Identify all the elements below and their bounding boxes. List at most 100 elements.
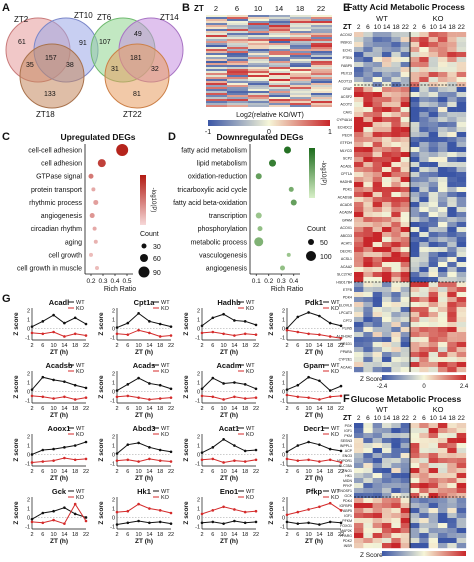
heatmap-cell: [391, 282, 401, 288]
axis-tick-label: 10: [51, 469, 57, 475]
heatmap-timepoint: 2: [413, 415, 417, 422]
data-point: [318, 523, 321, 526]
axis-tick-label: 2: [285, 469, 288, 475]
heatmap-cell: [391, 97, 401, 103]
heatmap-cell: [409, 262, 420, 268]
panel-b-heatmap-cell: [311, 33, 332, 35]
panel-b-heatmap-cell: [290, 19, 311, 21]
legend-label-wt: WT: [331, 300, 340, 306]
data-point: [30, 394, 34, 398]
panel-b-heatmap-cell: [311, 35, 332, 37]
heatmap-cell: [428, 42, 439, 48]
data-point: [211, 520, 215, 524]
axis-tick-label: 22: [338, 469, 344, 475]
panel-b-heatmap-cell: [227, 43, 248, 45]
heatmap-cell: [428, 122, 439, 128]
heatmap-cell: [447, 423, 457, 429]
go-term-dot: [91, 187, 96, 192]
heatmap-cell: [400, 513, 411, 519]
axis-tick-label: 10: [221, 343, 227, 349]
heatmap-cell: [419, 433, 429, 439]
heatmap-cell: [428, 227, 439, 233]
go-term-label: angiogenesis: [206, 266, 248, 273]
gene-chart-title: Hadhb: [217, 298, 241, 307]
heatmap-cell: [456, 97, 467, 103]
heatmap-cell: [456, 67, 467, 73]
heatmap-cell: [428, 212, 439, 218]
heatmap-cell: [447, 508, 457, 514]
legend-label-wt: WT: [246, 300, 255, 306]
heatmap-cell: [437, 102, 448, 108]
heatmap-cell: [447, 72, 457, 78]
data-point: [126, 509, 130, 513]
heatmap-cell: [428, 473, 439, 479]
heatmap-cell: [447, 483, 457, 489]
heatmap-cell: [372, 307, 383, 313]
heatmap-cell: [400, 112, 411, 118]
panel-b-heatmap-cell: [206, 73, 227, 75]
panel-b-heatmap-cell: [269, 53, 290, 55]
panel-b-timepoint: 10: [254, 4, 262, 13]
heatmap-cell: [400, 52, 411, 58]
axis-tick-label: 6: [296, 406, 299, 412]
heatmap-cell: [381, 102, 392, 108]
axis-tick-label: 1: [27, 381, 30, 387]
panel-b-heatmap-cell: [290, 47, 311, 49]
heatmap-cell: [400, 162, 411, 168]
heatmap-cell: [391, 292, 401, 298]
heatmap-cell: [400, 77, 411, 83]
heatmap-cell: [428, 127, 439, 133]
heatmap-cell: [372, 122, 383, 128]
heatmap-cell: [381, 498, 392, 504]
panel-b-heatmap-cell: [269, 33, 290, 35]
data-point: [296, 522, 300, 525]
panel-b-heatmap-cell: [311, 59, 332, 61]
data-point: [328, 389, 332, 392]
heatmap-cell: [400, 543, 411, 549]
heatmap-cell: [428, 302, 439, 308]
heatmap-cell: [456, 217, 467, 223]
panel-b-heatmap-cell: [269, 75, 290, 77]
axis-tick-label: 0.4: [110, 278, 119, 285]
series-line-wt: [286, 441, 342, 453]
heatmap-cell: [447, 307, 457, 313]
heatmap-cell: [381, 237, 392, 243]
heatmap-cell: [456, 52, 467, 58]
series-line-wt: [201, 520, 257, 525]
axis-label: ZT (h): [305, 538, 323, 545]
axis-tick-label: -1: [195, 461, 200, 467]
panel-b-heatmap-cell: [311, 81, 332, 83]
heatmap-gene-label: CRAT: [343, 87, 353, 91]
gene-chart-title: Decr1: [304, 424, 325, 433]
heatmap-cell: [381, 463, 392, 469]
data-point: [222, 522, 225, 525]
heatmap-cell: [437, 508, 448, 514]
heatmap-cell: [409, 332, 420, 338]
heatmap-timepoint: 6: [422, 415, 426, 422]
heatmap-cell: [409, 302, 420, 308]
data-point: [158, 459, 162, 462]
data-point: [307, 508, 310, 511]
heatmap-cell: [447, 347, 457, 353]
go-term-label: oxidation-reduction: [188, 174, 247, 181]
heatmap-cell: [363, 62, 373, 68]
panel-b-heatmap-cell: [269, 17, 290, 19]
heatmap-cell: [428, 147, 439, 153]
panel-b-heatmap-cell: [290, 25, 311, 27]
heatmap-cell: [400, 152, 411, 158]
legend-label-ko: KO: [76, 495, 85, 501]
heatmap-cell: [400, 172, 411, 178]
axis-tick-label: 22: [253, 406, 259, 412]
axis-tick-label: 10: [306, 532, 312, 538]
heatmap-cell: [447, 443, 457, 449]
legend-label-wt: WT: [246, 426, 255, 432]
axis-tick-label: 0: [27, 326, 30, 332]
axis-tick-label: 6: [211, 406, 214, 412]
heatmap-cell: [400, 142, 411, 148]
heatmap-cell: [400, 192, 411, 198]
heatmap-cell: [409, 463, 420, 469]
heatmap-cell: [419, 72, 429, 78]
heatmap-timepoint: 22: [402, 24, 410, 31]
heatmap-cell: [400, 478, 411, 484]
